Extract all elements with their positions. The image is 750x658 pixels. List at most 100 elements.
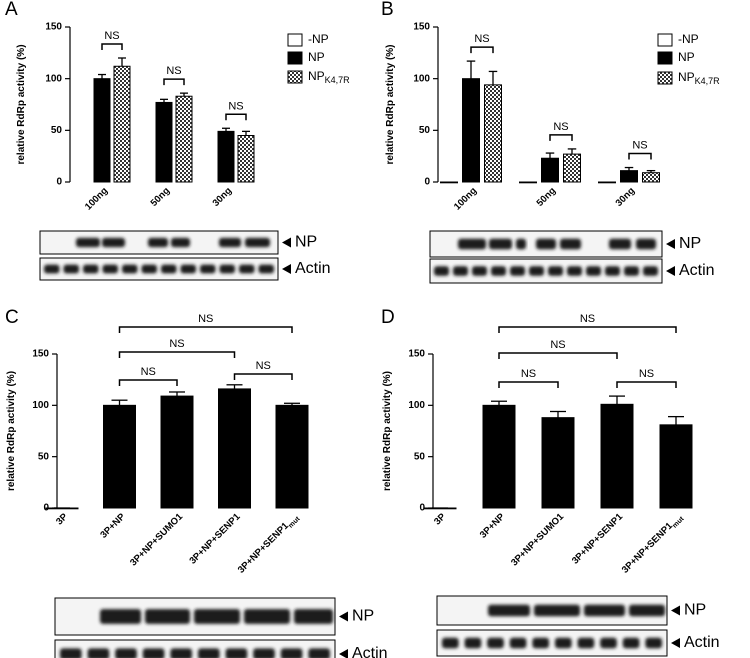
blot-band	[560, 238, 581, 250]
bracket	[628, 152, 652, 160]
panel-label: D	[381, 307, 395, 328]
blot-band	[636, 238, 656, 250]
blot-arrow	[282, 264, 291, 274]
blot-arrow	[671, 605, 680, 616]
bar	[484, 84, 502, 183]
x-tick-label: 30ng	[614, 185, 638, 209]
y-axis-label: relative RdRp activity (%)	[6, 371, 17, 491]
bracket	[498, 381, 559, 388]
blot-band	[509, 637, 527, 649]
blot-arrow	[282, 237, 291, 248]
bracket	[225, 113, 247, 121]
error-bar	[118, 57, 126, 67]
y-tick-label: 50	[38, 451, 50, 462]
blot-band	[63, 264, 79, 274]
x-tick-label: 3P+NP+SENP1mut	[620, 511, 686, 577]
y-tick-label: 100	[45, 73, 62, 84]
error-bar	[491, 400, 507, 406]
blot-band	[44, 264, 60, 274]
error-bar	[180, 92, 188, 97]
blot-band	[142, 648, 165, 658]
blot-band	[76, 237, 100, 248]
error-bar	[488, 70, 498, 85]
blot-band	[516, 238, 526, 250]
blot-band	[180, 264, 196, 274]
x-tick-subscript: mut	[288, 515, 302, 529]
bar	[93, 78, 111, 183]
bracket-label: NS	[141, 366, 156, 378]
blot-band	[529, 266, 544, 276]
blot-band	[171, 237, 190, 248]
error-bar	[567, 148, 577, 155]
blot-band	[294, 609, 333, 624]
y-axis-label: relative RdRp activity (%)	[382, 371, 393, 491]
blot-band	[219, 237, 241, 248]
x-tick-label: 3P+NP+SUMO1	[509, 511, 567, 569]
blot-band	[434, 266, 449, 276]
bar	[113, 65, 131, 183]
bracket	[118, 351, 236, 358]
blot-arrow	[666, 239, 675, 249]
bar	[482, 404, 516, 509]
x-tick-label: 3P	[432, 511, 448, 527]
y-tick-label: 0	[419, 503, 425, 514]
blot-band	[489, 238, 512, 250]
blot-arrow	[666, 266, 675, 276]
bracket-label: NS	[198, 313, 213, 325]
blot-band	[536, 238, 556, 250]
bracket	[549, 134, 573, 141]
blot-band	[487, 637, 504, 649]
error-bar	[545, 152, 555, 159]
blot-band	[643, 266, 658, 276]
blot-band	[145, 609, 190, 624]
bracket	[118, 379, 178, 386]
legend-label: NPK4,7R	[308, 69, 350, 85]
blot-band	[239, 264, 255, 274]
bracket	[118, 326, 293, 333]
error-bar	[226, 384, 243, 389]
blot-band	[464, 637, 482, 649]
blot-band	[624, 266, 639, 276]
legend-swatch	[287, 51, 303, 65]
x-tick-label: 3P+NP	[98, 511, 128, 541]
y-tick-label: 150	[408, 349, 425, 360]
x-tick-label: 3P+NP	[478, 511, 508, 541]
bar	[160, 395, 194, 509]
legend-swatch	[657, 33, 673, 47]
y-tick-label: 50	[414, 451, 426, 462]
bar	[541, 157, 559, 183]
x-tick-label: 3P	[54, 511, 70, 527]
blot-label: NP	[679, 235, 701, 252]
blot-band	[122, 264, 138, 274]
y-tick-label: 0	[424, 177, 430, 188]
panel-label: A	[5, 0, 18, 20]
y-tick-label: 100	[413, 73, 430, 84]
bar	[218, 388, 251, 509]
legend-swatch	[287, 33, 303, 47]
bar	[237, 135, 255, 183]
bar	[462, 78, 480, 183]
bracket-label: NS	[104, 30, 119, 42]
blot-band	[510, 266, 525, 276]
x-tick-label: 3P+NP+SUMO1	[128, 511, 186, 569]
error-bar	[624, 166, 634, 171]
bracket-label: NS	[166, 65, 181, 77]
blot-band	[532, 637, 549, 649]
blot-band	[115, 648, 137, 658]
blot-band	[308, 648, 330, 658]
bar	[563, 153, 581, 183]
bar	[659, 424, 693, 509]
x-tick-label: 50ng	[535, 185, 559, 209]
error-bar	[466, 60, 476, 79]
legend-label: -NP	[678, 32, 699, 46]
error-bar	[222, 127, 230, 132]
bar	[217, 130, 235, 183]
error-bar	[242, 130, 250, 136]
blot	[429, 258, 663, 284]
y-tick-label: 150	[413, 22, 430, 33]
blot-arrow	[339, 611, 348, 622]
bracket-label: NS	[632, 140, 647, 152]
blot-band	[87, 648, 110, 658]
y-tick-label: 150	[45, 22, 62, 33]
